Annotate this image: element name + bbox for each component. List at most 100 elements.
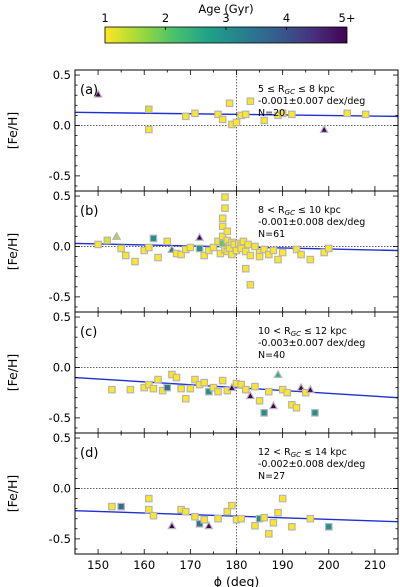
colorbar-tick-label: 2 <box>162 11 169 25</box>
y-tick-label: 0.0 <box>53 360 71 374</box>
data-point-square <box>241 264 250 273</box>
rgc-range-prefix: 10 < R <box>258 326 291 337</box>
data-point-square <box>195 519 204 528</box>
data-point-square <box>214 387 222 396</box>
slope-annotation: -0.001±0.008 dex/deg <box>258 217 365 228</box>
data-point-square <box>214 110 222 119</box>
y-tick-label: -0.5 <box>49 169 71 183</box>
data-point-triangle <box>204 520 214 530</box>
data-point-square <box>181 112 190 121</box>
rgc-range-prefix: 12 < R <box>258 447 291 458</box>
data-point-square <box>278 109 287 118</box>
data-point-square <box>288 522 296 531</box>
x-tick-label: 160 <box>133 558 155 572</box>
panel-d: 0.5 0.0 -0.5 150 160 170 180 190 200 210 ϕ (deg) [F… <box>5 431 399 587</box>
data-point-square <box>274 508 282 517</box>
data-point-square <box>221 193 229 201</box>
data-point-square <box>121 251 130 260</box>
data-point-square <box>260 513 268 522</box>
data-point-square <box>246 97 255 106</box>
data-point-square <box>177 250 185 259</box>
data-point-square <box>324 522 333 531</box>
x-tick-label: 190 <box>272 558 294 572</box>
data-point-square <box>195 244 204 253</box>
data-point-square <box>244 240 252 249</box>
data-point-square <box>241 385 250 394</box>
panel-c: 0.5 0.0 -0.5 [Fe/H] (c) 10 < RGC ≤ 12 kpc-0.0… <box>5 310 399 434</box>
data-point-square <box>306 514 315 523</box>
data-point-square <box>218 214 227 223</box>
data-point-square <box>221 204 229 212</box>
data-point-square <box>149 234 158 243</box>
count-annotation: N=27 <box>258 471 285 482</box>
data-point-triangle <box>273 369 283 378</box>
data-point-square <box>191 375 199 384</box>
data-point-square <box>260 409 268 417</box>
data-point-square <box>343 109 352 118</box>
data-point-square <box>228 250 236 259</box>
data-point-square <box>241 110 250 119</box>
data-point-square <box>246 280 255 289</box>
data-point-square <box>320 248 328 257</box>
data-point-square <box>186 243 195 252</box>
data-point-square <box>149 511 158 520</box>
data-point-square <box>154 253 162 262</box>
data-point-square <box>269 246 278 255</box>
data-point-triangle <box>194 232 205 241</box>
data-point-square <box>218 222 227 231</box>
data-point-square <box>324 244 333 253</box>
data-point-square <box>260 245 268 254</box>
data-point-square <box>292 403 301 412</box>
data-point-square <box>117 244 125 253</box>
data-point-square <box>145 125 153 134</box>
colorbar-tick-label: 3 <box>222 11 229 25</box>
rgc-subscript: GC <box>291 330 301 338</box>
data-point-square <box>181 394 190 403</box>
rgc-range-prefix: 5 ≤ R <box>258 84 285 95</box>
x-tick-label: 210 <box>364 558 386 572</box>
panel-label: (d) <box>80 446 98 461</box>
data-point-square <box>209 243 218 252</box>
rgc-range-suffix: ≤ 14 kpc <box>301 447 347 458</box>
data-point-square <box>191 512 199 521</box>
rgc-range-annotation: 12 < RGC ≤ 14 kpc <box>258 447 347 459</box>
data-point-square <box>251 242 259 251</box>
y-axis-label: [Fe/H] <box>5 354 20 392</box>
data-point-square <box>200 515 209 524</box>
colorbar-label: Age (Gyr) <box>198 2 253 16</box>
data-point-square <box>103 236 112 245</box>
data-point-square <box>218 115 227 124</box>
data-point-square <box>172 373 181 382</box>
data-point-square <box>223 507 232 516</box>
y-tick-label: 0.0 <box>53 481 71 495</box>
y-tick-label: 0.5 <box>53 431 71 445</box>
data-point-square <box>251 382 259 391</box>
data-point-square <box>205 387 213 396</box>
y-axis-label: [Fe/H] <box>5 112 20 150</box>
data-point-triangle <box>111 231 122 240</box>
data-point-square <box>131 257 139 266</box>
y-axis-label: [Fe/H] <box>5 233 20 271</box>
rgc-subscript: GC <box>285 88 295 96</box>
data-point-square <box>288 110 296 119</box>
data-point-square <box>145 380 153 389</box>
data-point-square <box>232 118 241 127</box>
colorbar-tick-label: 1 <box>101 11 108 25</box>
count-annotation: N=40 <box>258 350 285 361</box>
x-tick-label: 150 <box>87 558 109 572</box>
rgc-range-annotation: 5 ≤ RGC ≤ 8 kpc <box>258 84 335 96</box>
fit-line <box>74 376 399 399</box>
data-point-square <box>145 505 153 514</box>
data-point-square <box>278 248 287 257</box>
x-tick-label: 180 <box>226 558 248 572</box>
data-point-square <box>117 502 125 511</box>
panel-label: (b) <box>80 204 98 219</box>
data-point-square <box>260 116 268 125</box>
panel-label: (c) <box>80 325 97 340</box>
data-point-triangle <box>319 124 329 133</box>
data-point-square <box>163 237 172 246</box>
data-point-square <box>145 494 153 503</box>
rgc-range-annotation: 8 < RGC ≤ 10 kpc <box>258 205 341 217</box>
data-point-square <box>265 387 273 396</box>
data-point-square <box>237 514 245 523</box>
